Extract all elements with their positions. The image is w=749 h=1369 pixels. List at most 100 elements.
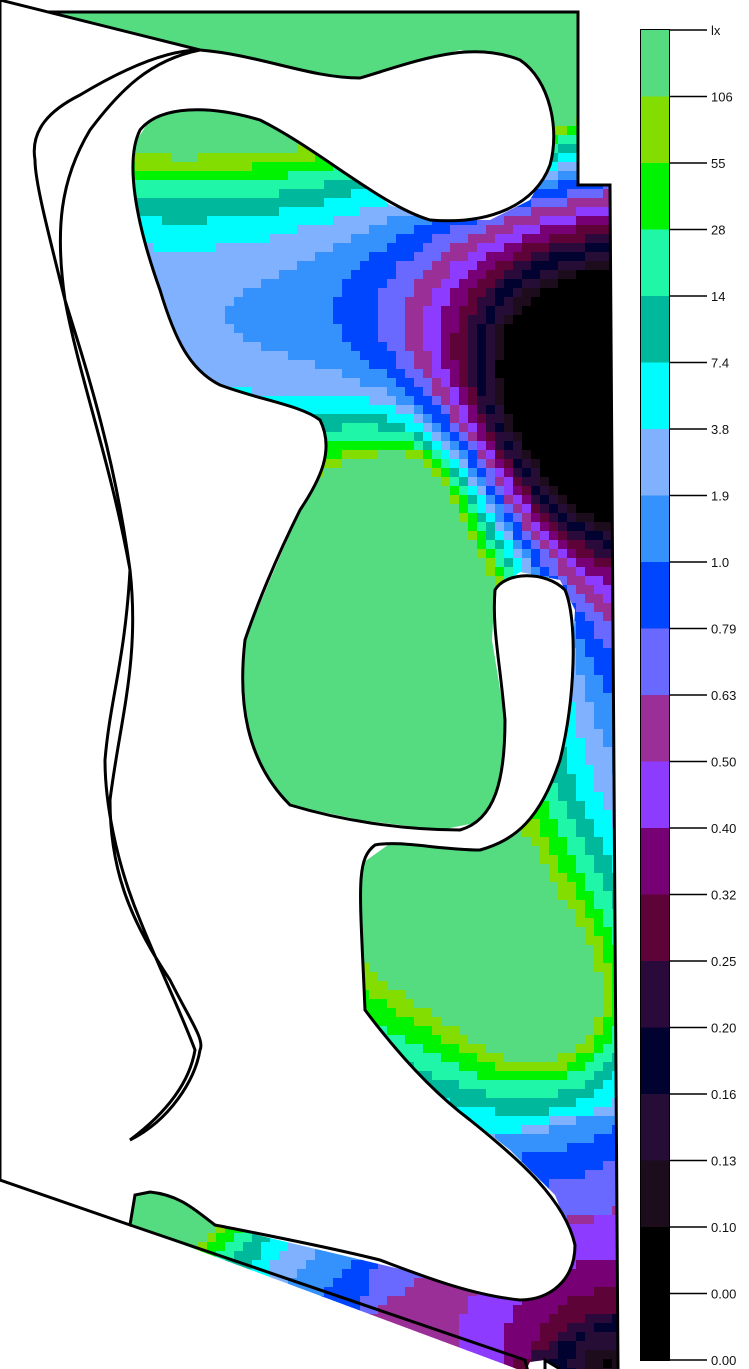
contour-cell — [369, 513, 379, 523]
contour-cell — [486, 558, 496, 568]
contour-cell — [603, 459, 613, 469]
contour-cell — [378, 315, 388, 325]
contour-cell — [198, 342, 208, 352]
contour-cell — [378, 27, 388, 37]
contour-cell — [162, 216, 172, 226]
contour-cell — [513, 405, 523, 415]
contour-cell — [423, 540, 433, 550]
contour-cell — [585, 459, 595, 469]
contour-cell — [594, 27, 604, 37]
contour-cell — [405, 225, 415, 235]
contour-cell — [522, 342, 532, 352]
contour-cell — [351, 540, 361, 550]
contour-cell — [576, 576, 586, 586]
contour-cell — [540, 288, 550, 298]
contour-cell — [315, 207, 325, 217]
contour-cell — [279, 324, 289, 334]
contour-cell — [486, 432, 496, 442]
contour-cell — [171, 216, 181, 226]
contour-cell — [531, 252, 541, 262]
contour-cell — [414, 414, 424, 424]
contour-cell — [594, 126, 604, 136]
contour-cell — [495, 342, 505, 352]
contour-cell — [459, 0, 469, 10]
contour-cell — [387, 297, 397, 307]
contour-cell — [324, 297, 334, 307]
contour-cell — [198, 153, 208, 163]
contour-cell — [603, 99, 613, 109]
contour-cell — [558, 324, 568, 334]
contour-cell — [594, 54, 604, 64]
contour-cell — [603, 423, 613, 433]
contour-cell — [522, 387, 532, 397]
contour-cell — [477, 621, 487, 631]
contour-cell — [432, 387, 442, 397]
contour-cell — [477, 243, 487, 253]
contour-cell — [324, 414, 334, 424]
contour-cell — [522, 306, 532, 316]
contour-cell — [468, 468, 478, 478]
contour-cell — [306, 549, 316, 559]
contour-cell — [306, 522, 316, 532]
contour-cell — [324, 189, 334, 199]
contour-cell — [180, 108, 190, 118]
contour-cell — [612, 234, 618, 244]
contour-cell — [603, 279, 613, 289]
contour-cell — [315, 549, 325, 559]
contour-cell — [414, 288, 424, 298]
contour-cell — [432, 441, 442, 451]
contour-cell — [540, 279, 550, 289]
contour-cell — [432, 234, 442, 244]
contour-cell — [360, 621, 370, 631]
contour-cell — [288, 234, 298, 244]
contour-cell — [576, 216, 586, 226]
contour-cell — [459, 585, 469, 595]
contour-cell — [594, 504, 604, 514]
contour-cell — [405, 369, 415, 379]
contour-cell — [585, 549, 595, 559]
contour-cell — [279, 225, 289, 235]
contour-cell — [405, 441, 415, 451]
contour-cell — [387, 459, 397, 469]
contour-cell — [432, 270, 442, 280]
contour-cell — [549, 486, 559, 496]
contour-cell — [522, 360, 532, 370]
contour-cell — [477, 387, 487, 397]
contour-cell — [558, 18, 568, 28]
contour-cell — [306, 504, 316, 514]
contour-cell — [270, 360, 280, 370]
contour-cell — [315, 585, 325, 595]
contour-cell — [261, 639, 271, 649]
contour-cell — [567, 180, 577, 190]
contour-cell — [315, 495, 325, 505]
contour-cell — [567, 468, 577, 478]
contour-cell — [306, 45, 316, 55]
contour-cell — [432, 279, 442, 289]
contour-cell — [252, 216, 262, 226]
contour-cell — [576, 441, 586, 451]
contour-cell — [333, 468, 343, 478]
contour-cell — [594, 144, 604, 154]
contour-cell — [171, 153, 181, 163]
contour-cell — [315, 621, 325, 631]
contour-cell — [585, 144, 595, 154]
contour-cell — [207, 117, 217, 127]
contour-cell — [243, 198, 253, 208]
contour-cell — [315, 351, 325, 361]
contour-cell — [441, 441, 451, 451]
contour-cell — [558, 63, 568, 73]
contour-cell — [216, 261, 226, 271]
contour-cell — [387, 342, 397, 352]
contour-cell — [180, 279, 190, 289]
contour-cell — [567, 81, 577, 91]
contour-cell — [180, 252, 190, 262]
contour-cell — [360, 234, 370, 244]
contour-cell — [234, 351, 244, 361]
contour-cell — [441, 477, 451, 487]
contour-cell — [423, 342, 433, 352]
contour-cell — [360, 414, 370, 424]
contour-cell — [414, 324, 424, 334]
contour-cell — [603, 540, 613, 550]
contour-cell — [603, 27, 613, 37]
contour-cell — [234, 171, 244, 181]
